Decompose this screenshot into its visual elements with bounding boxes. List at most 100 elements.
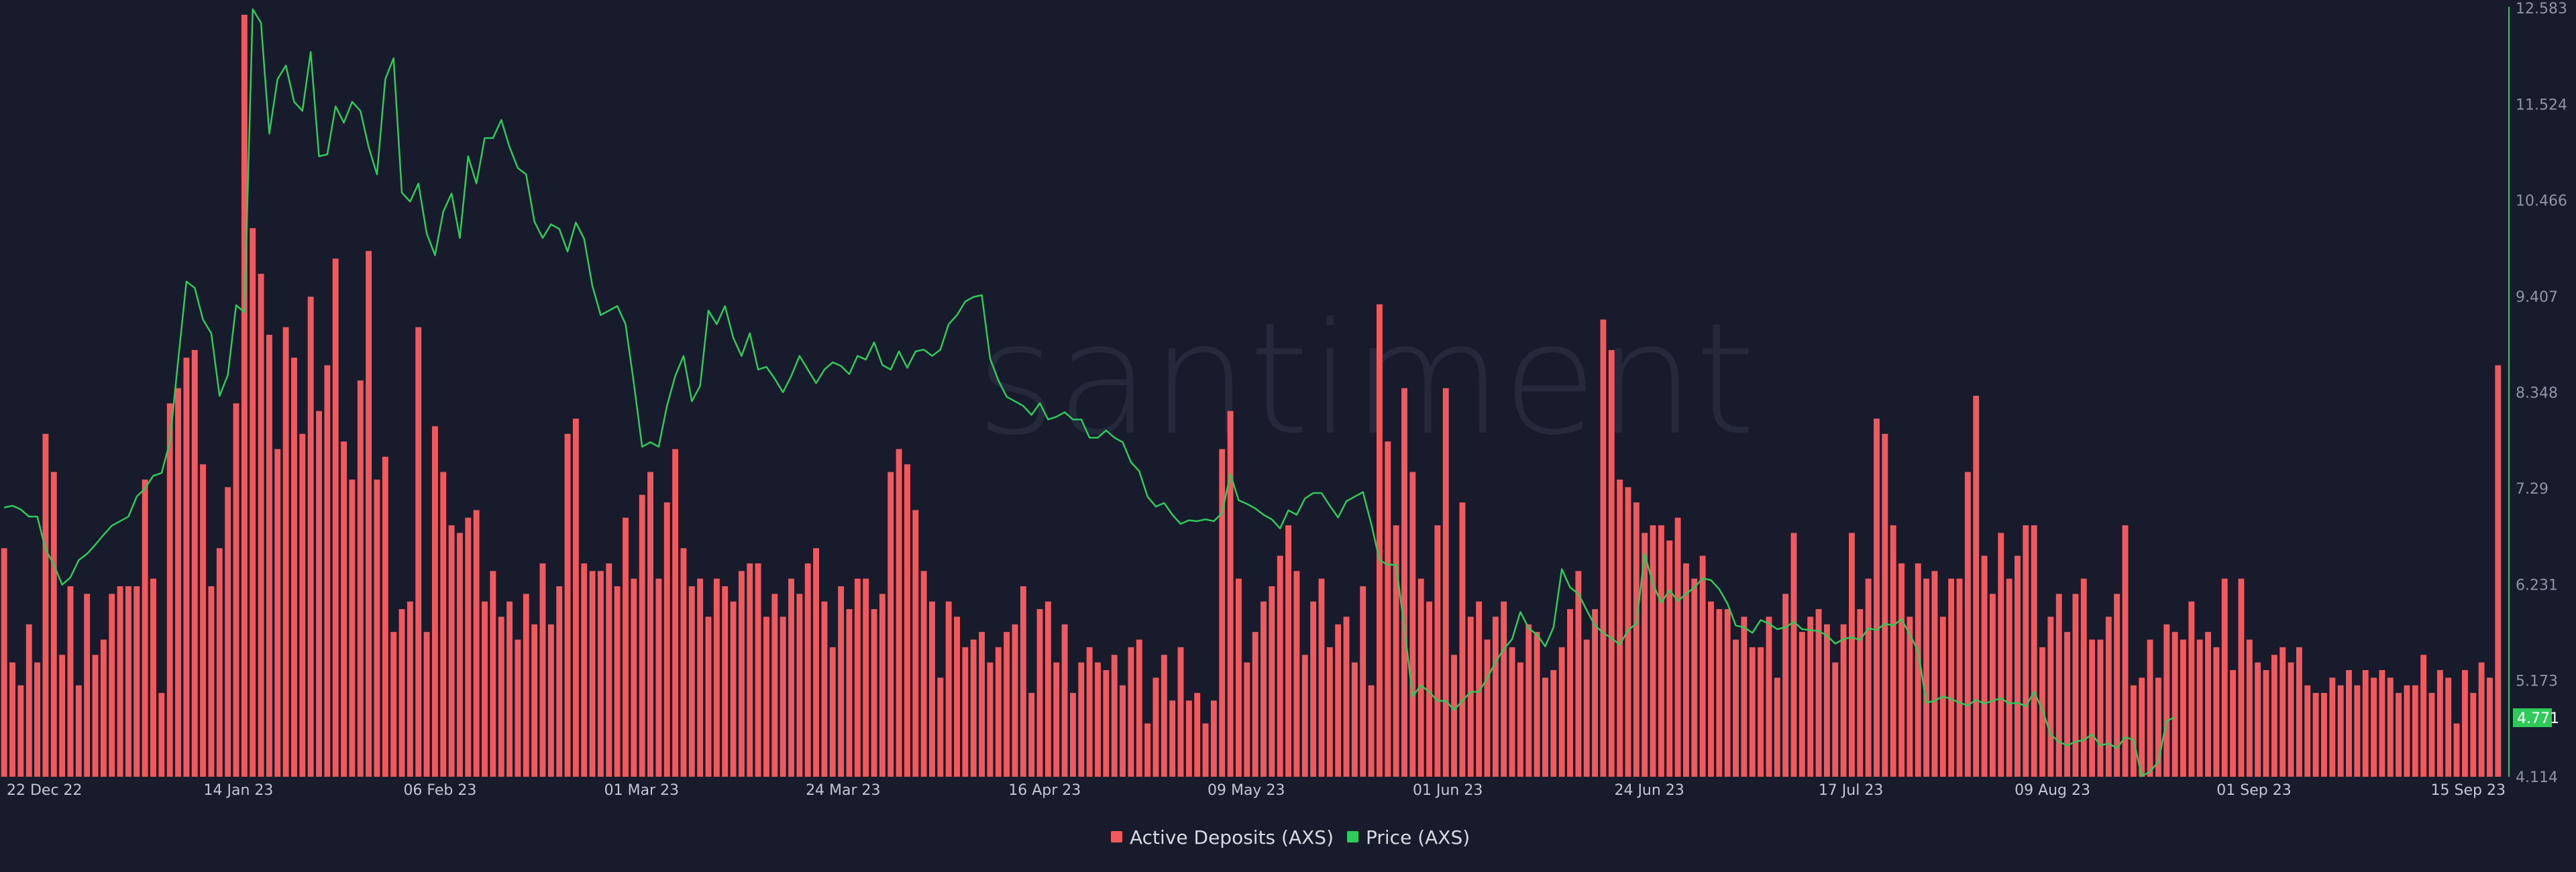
deposit-bar — [1832, 662, 1839, 777]
deposit-bar — [904, 464, 910, 777]
deposit-bar — [1326, 647, 1333, 777]
deposit-bar — [2188, 601, 2195, 777]
x-tick-label: 09 Aug 23 — [2015, 782, 2090, 799]
deposit-bar — [473, 510, 480, 777]
deposit-bar — [1633, 502, 1640, 777]
deposit-bar — [250, 228, 256, 777]
deposit-bar — [2155, 677, 2161, 777]
deposit-bar — [1318, 578, 1325, 777]
deposit-bar — [208, 586, 215, 777]
deposit-bar — [937, 677, 944, 777]
deposit-bar — [871, 609, 877, 777]
deposit-bar — [2321, 693, 2327, 777]
deposit-bar — [1260, 601, 1267, 777]
deposit-bar — [1931, 571, 1938, 777]
deposit-bar — [1617, 479, 1623, 777]
deposit-bar — [1335, 624, 1342, 777]
deposit-bar — [1823, 624, 1830, 777]
x-tick-label: 17 Jul 23 — [1819, 782, 1884, 799]
deposit-bar — [109, 594, 115, 777]
deposit-bar — [1409, 472, 1416, 777]
x-tick-label: 09 May 23 — [1208, 782, 1285, 799]
deposit-bar — [1086, 647, 1093, 777]
x-tick-label: 01 Sep 23 — [2216, 782, 2291, 799]
deposit-bar — [1169, 700, 1176, 777]
y-tick-label: 11.524 — [2516, 97, 2567, 113]
deposit-bar — [680, 548, 687, 777]
deposit-bar — [1484, 639, 1491, 777]
deposit-bar — [1227, 411, 1234, 777]
deposit-bar — [200, 464, 207, 777]
legend-label-price: Price (AXS) — [1366, 826, 1470, 849]
deposit-bar — [879, 594, 885, 777]
deposit-bar — [771, 594, 778, 777]
deposit-bar — [531, 624, 538, 777]
deposit-bar — [2337, 685, 2344, 777]
deposit-bar — [324, 365, 331, 777]
deposit-bar — [763, 616, 769, 777]
deposit-bar — [1907, 616, 1913, 777]
legend-item-price[interactable]: Price (AXS) — [1347, 826, 1470, 849]
deposit-bar — [581, 563, 588, 777]
deposit-bar — [1161, 655, 1167, 777]
deposit-bar — [1534, 632, 1540, 777]
deposit-bar — [1981, 555, 1988, 777]
legend-item-deposits[interactable]: Active Deposits (AXS) — [1111, 826, 1334, 849]
deposit-bar — [2080, 578, 2087, 777]
deposit-bar — [515, 639, 521, 777]
deposit-bar — [2105, 616, 2112, 777]
deposit-bar — [663, 502, 670, 777]
deposit-bar — [1758, 647, 1764, 777]
deposit-bar — [598, 571, 604, 777]
deposit-bar — [1293, 571, 1300, 777]
deposit-bar — [655, 578, 662, 777]
deposit-bar — [498, 616, 504, 777]
deposit-bar — [2097, 639, 2104, 777]
deposit-bar — [804, 563, 811, 777]
x-tick-label: 24 Jun 23 — [1614, 782, 1684, 799]
deposit-bar — [299, 433, 306, 777]
deposit-bar — [1467, 616, 1474, 777]
deposit-bar — [1053, 662, 1060, 777]
deposit-bar — [788, 578, 794, 777]
x-tick-label: 22 Dec 22 — [7, 782, 83, 799]
deposit-bar — [2304, 685, 2311, 777]
deposit-bar — [482, 601, 488, 777]
x-tick-label: 15 Sep 23 — [2431, 782, 2506, 799]
deposit-bar — [465, 517, 472, 777]
deposit-bar — [183, 358, 190, 777]
deposit-bar — [2130, 685, 2137, 777]
deposit-bar — [672, 449, 679, 777]
deposit-bar — [1666, 540, 1673, 777]
deposit-bar — [2371, 677, 2377, 777]
deposit-bar — [133, 586, 140, 777]
deposit-bar — [1708, 601, 1714, 777]
deposit-bar — [1600, 319, 1607, 777]
deposit-bar — [440, 472, 447, 777]
deposit-bar — [1956, 578, 1963, 777]
deposit-bar — [2404, 685, 2410, 777]
deposit-bar — [1103, 669, 1110, 777]
deposit-bar — [1749, 647, 1756, 777]
deposit-bar — [920, 571, 927, 777]
deposit-bar — [813, 548, 820, 777]
deposit-bar — [1401, 388, 1407, 777]
deposit-bar — [1476, 601, 1483, 777]
y-tick-label: 10.466 — [2516, 193, 2567, 209]
deposit-bar — [2114, 594, 2121, 777]
deposit-bar — [2312, 693, 2319, 777]
deposit-bar — [1716, 609, 1723, 777]
deposit-bar — [2329, 677, 2336, 777]
deposit-bar — [75, 685, 82, 777]
deposit-bar — [962, 647, 969, 777]
deposit-bar — [2354, 685, 2361, 777]
deposit-bar — [2031, 525, 2037, 777]
deposit-bar — [1393, 525, 1399, 777]
deposit-bar — [390, 632, 397, 777]
legend-swatch-deposits — [1111, 831, 1122, 842]
deposit-bar — [2047, 616, 2054, 777]
deposit-bar — [2230, 669, 2237, 777]
active-deposits-bars — [1, 15, 2502, 777]
deposit-bar — [2495, 365, 2502, 777]
deposit-bar — [995, 647, 1002, 777]
